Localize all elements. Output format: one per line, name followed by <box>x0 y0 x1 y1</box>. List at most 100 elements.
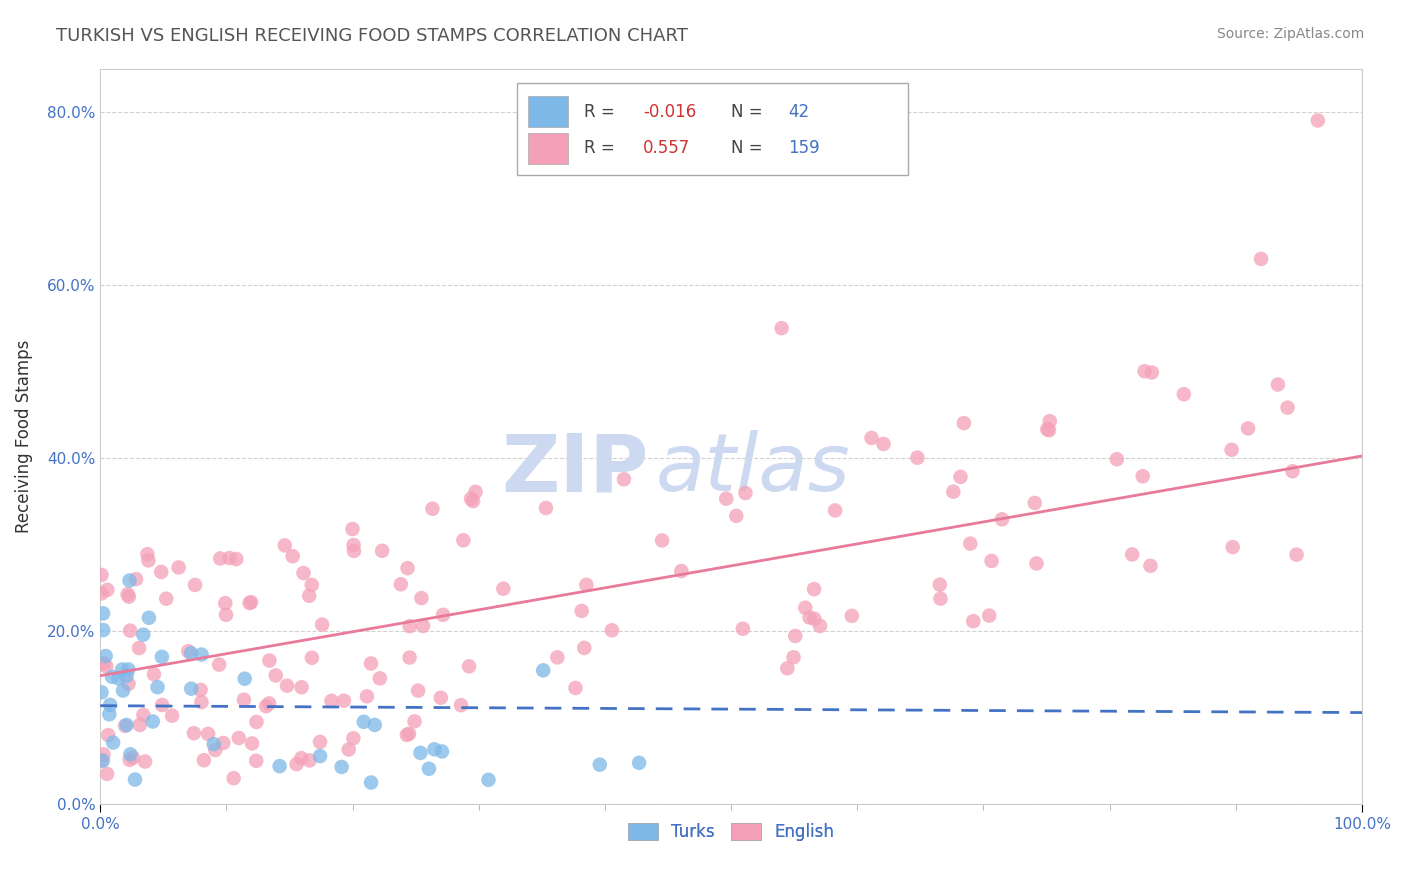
Point <box>101 735 124 749</box>
Point <box>136 547 159 561</box>
Point <box>1132 469 1154 483</box>
Point <box>980 554 1002 568</box>
Point <box>120 747 142 762</box>
Point <box>94 648 117 663</box>
Point <box>259 654 281 668</box>
Point <box>183 726 205 740</box>
Point <box>534 500 557 515</box>
Point <box>389 577 412 591</box>
Point <box>197 727 219 741</box>
Point <box>979 608 1001 623</box>
Point <box>1105 452 1128 467</box>
Point <box>404 714 426 729</box>
Point <box>423 742 446 756</box>
Point <box>671 564 693 578</box>
Point <box>949 470 972 484</box>
Point <box>239 596 262 610</box>
Point <box>212 736 235 750</box>
Point <box>841 608 863 623</box>
Point <box>799 610 821 624</box>
Point <box>398 650 420 665</box>
Point <box>115 669 138 683</box>
Point <box>794 600 817 615</box>
Text: 0.557: 0.557 <box>643 139 690 157</box>
Point <box>142 714 165 729</box>
Text: TURKISH VS ENGLISH RECEIVING FOOD STAMPS CORRELATION CHART: TURKISH VS ENGLISH RECEIVING FOOD STAMPS… <box>56 27 688 45</box>
Point <box>190 682 212 697</box>
Point <box>93 657 115 671</box>
Point <box>107 671 129 685</box>
Point <box>546 650 568 665</box>
Point <box>90 753 112 767</box>
Point <box>190 695 212 709</box>
Point <box>343 544 366 558</box>
Point <box>150 565 173 579</box>
Point <box>298 753 321 767</box>
Point <box>564 681 586 695</box>
Text: R =: R = <box>583 139 620 157</box>
Point <box>1140 366 1163 380</box>
Bar <box>529 133 568 164</box>
Legend: Turks, English: Turks, English <box>621 816 841 847</box>
Point <box>396 561 419 575</box>
Point <box>860 431 883 445</box>
Point <box>1285 548 1308 562</box>
Point <box>770 321 793 335</box>
Point <box>301 578 323 592</box>
Point <box>458 659 481 673</box>
Point <box>309 749 332 764</box>
Point <box>138 611 160 625</box>
Point <box>202 737 225 751</box>
Point <box>398 619 420 633</box>
Point <box>209 551 232 566</box>
Point <box>1173 387 1195 401</box>
Point <box>477 772 499 787</box>
Point <box>1267 377 1289 392</box>
Point <box>218 551 240 566</box>
Point <box>96 659 118 673</box>
Point <box>785 629 807 643</box>
Point <box>184 578 207 592</box>
Point <box>1277 401 1299 415</box>
Point <box>1139 558 1161 573</box>
Point <box>91 623 114 637</box>
Point <box>232 692 254 706</box>
Point <box>731 622 754 636</box>
Point <box>117 587 139 601</box>
Point <box>301 650 323 665</box>
Point <box>412 619 434 633</box>
Point <box>409 746 432 760</box>
Point <box>929 591 952 606</box>
Point <box>269 759 291 773</box>
Text: N =: N = <box>731 103 768 121</box>
Point <box>725 508 748 523</box>
Point <box>146 680 169 694</box>
Text: -0.016: -0.016 <box>643 103 696 121</box>
Point <box>353 714 375 729</box>
Point <box>117 677 139 691</box>
Point <box>257 697 280 711</box>
Point <box>167 560 190 574</box>
Point <box>281 549 304 564</box>
Point <box>872 437 894 451</box>
Point <box>290 680 312 694</box>
Point <box>264 668 287 682</box>
Point <box>160 708 183 723</box>
Point <box>193 753 215 767</box>
Point <box>274 538 297 552</box>
Point <box>122 750 145 764</box>
Point <box>98 698 121 712</box>
Point <box>808 619 831 633</box>
Point <box>460 491 482 506</box>
Point <box>90 568 112 582</box>
Point <box>333 694 356 708</box>
Point <box>155 591 177 606</box>
Point <box>716 491 738 506</box>
Point <box>298 589 321 603</box>
Point <box>117 662 139 676</box>
Point <box>225 552 247 566</box>
Bar <box>529 96 568 128</box>
Point <box>240 595 263 609</box>
Point <box>953 416 976 430</box>
Point <box>91 607 114 621</box>
